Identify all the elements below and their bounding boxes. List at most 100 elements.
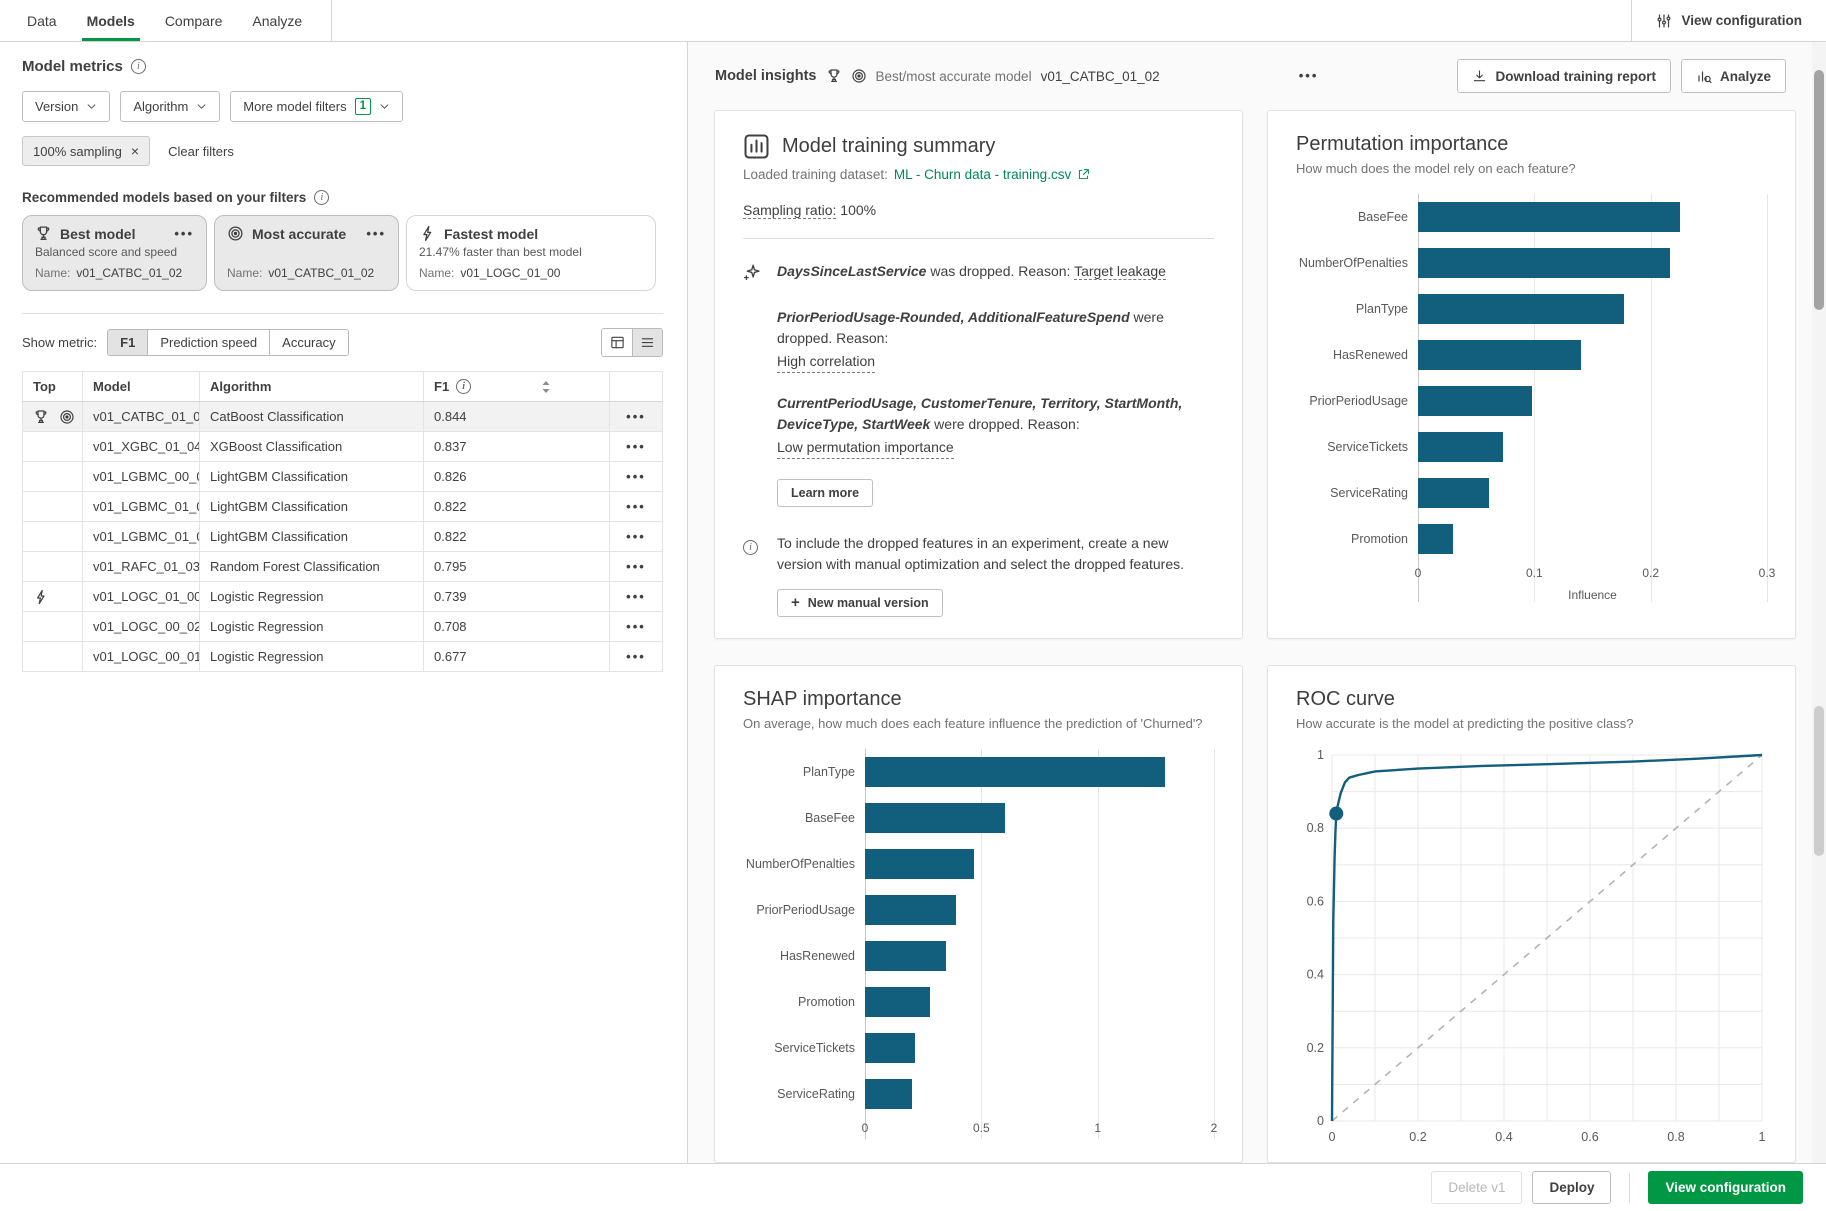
bar[interactable] bbox=[1418, 248, 1671, 278]
metric-option-accuracy[interactable]: Accuracy bbox=[269, 330, 348, 355]
bar[interactable] bbox=[865, 941, 947, 971]
permutation-importance-card: Permutation importance How much does the… bbox=[1267, 110, 1796, 639]
bar[interactable] bbox=[1418, 202, 1680, 232]
row-menu-button[interactable]: ••• bbox=[626, 528, 646, 544]
insights-header: Model insights Best/most accurate model … bbox=[689, 42, 1812, 110]
sampling-ratio-label[interactable]: Sampling ratio: bbox=[743, 202, 837, 219]
bar[interactable] bbox=[1418, 294, 1624, 324]
table-row[interactable]: v01_LGBMC_01_05 LightGBM Classification 0.… bbox=[22, 491, 663, 522]
tab-data[interactable]: Data bbox=[27, 12, 57, 29]
table-row[interactable]: v01_LGBMC_01_01 LightGBM Classification 0.… bbox=[22, 521, 663, 552]
list-view-button[interactable] bbox=[632, 329, 662, 356]
bar[interactable] bbox=[865, 1033, 916, 1063]
x-tick-label: 0.3 bbox=[1758, 566, 1776, 580]
card-title: Fastest model bbox=[444, 225, 539, 242]
bar[interactable] bbox=[865, 895, 956, 925]
divider bbox=[331, 0, 333, 41]
table-row[interactable]: v01_LOGC_00_01 Logistic Regression 0.677 ••… bbox=[22, 641, 663, 672]
reason-link[interactable]: Target leakage bbox=[1074, 263, 1166, 280]
bar[interactable] bbox=[865, 849, 975, 879]
sliders-icon bbox=[1656, 13, 1672, 29]
row-actions-cell: ••• bbox=[609, 641, 663, 672]
bar[interactable] bbox=[1418, 478, 1489, 508]
fastest-model-card[interactable]: Fastest model 21.47% faster than best mo… bbox=[406, 215, 656, 291]
row-menu-button[interactable]: ••• bbox=[626, 648, 646, 664]
view-configuration-top-button[interactable]: View configuration bbox=[1631, 0, 1826, 41]
roc-curve-line[interactable] bbox=[1330, 753, 1763, 1122]
model-cell: v01_LOGC_00_01 bbox=[82, 641, 200, 672]
row-menu-button[interactable]: ••• bbox=[626, 558, 646, 574]
model-cell: v01_XGBC_01_04 bbox=[82, 431, 200, 462]
external-link-icon[interactable] bbox=[1077, 168, 1090, 181]
bar[interactable] bbox=[865, 757, 1166, 787]
info-icon[interactable]: i bbox=[130, 59, 146, 74]
scrollbar-thumb-secondary[interactable] bbox=[1814, 706, 1824, 856]
table-row[interactable]: v01_XGBC_01_04 XGBoost Classification 0.83… bbox=[22, 431, 663, 462]
best-model-card[interactable]: Best model ••• Balanced score and speed … bbox=[22, 215, 207, 291]
sort-icon[interactable] bbox=[540, 380, 552, 394]
threshold-marker[interactable] bbox=[1329, 806, 1344, 821]
reason-link[interactable]: Low permutation importance bbox=[777, 437, 954, 459]
dataset-link[interactable]: ML - Churn data - training.csv bbox=[893, 167, 1072, 182]
bar[interactable] bbox=[1418, 432, 1503, 462]
col-header-model: Model bbox=[82, 371, 200, 402]
tab-models[interactable]: Models bbox=[72, 0, 150, 41]
view-configuration-button[interactable]: View configuration bbox=[1648, 1171, 1803, 1204]
delete-version-button[interactable]: Delete v1 bbox=[1431, 1171, 1523, 1204]
x-tick-label: 0.2 bbox=[1409, 1130, 1426, 1144]
row-menu-button[interactable]: ••• bbox=[626, 498, 646, 514]
table-row[interactable]: v01_LGBMC_00_00 LightGBM Classification 0.… bbox=[22, 461, 663, 492]
table-row[interactable]: v01_RAFC_01_03 Random Forest Classificati… bbox=[22, 551, 663, 582]
tab-analyze[interactable]: Analyze bbox=[252, 12, 303, 29]
clear-filters-button[interactable]: Clear filters bbox=[168, 143, 234, 159]
model-metrics-panel: Model metrics i Version Algorithm More m… bbox=[0, 42, 688, 1163]
more-model-filters-dropdown[interactable]: More model filters 1 bbox=[230, 91, 404, 122]
new-manual-version-button[interactable]: + New manual version bbox=[777, 589, 943, 617]
tab-compare[interactable]: Compare bbox=[164, 12, 223, 29]
version-filter-dropdown[interactable]: Version bbox=[22, 91, 111, 122]
bar[interactable] bbox=[865, 1079, 912, 1109]
table-row[interactable]: v01_CATBC_01_02 CatBoost Classification 0.… bbox=[22, 401, 663, 432]
insights-menu-button[interactable]: ••• bbox=[1298, 68, 1319, 83]
algorithm-filter-dropdown[interactable]: Algorithm bbox=[120, 91, 221, 122]
bar-category-label: PlanType bbox=[802, 765, 855, 779]
sampling-filter-chip[interactable]: 100% sampling × bbox=[22, 136, 151, 166]
card-menu-button[interactable]: ••• bbox=[366, 225, 386, 241]
top-badges-cell bbox=[22, 551, 83, 582]
model-cell: v01_LGBMC_01_05 bbox=[82, 491, 200, 522]
bar-category-label: PlanType bbox=[1355, 302, 1408, 316]
metric-option-prediction-speed[interactable]: Prediction speed bbox=[147, 330, 270, 355]
info-icon[interactable]: i bbox=[314, 190, 330, 205]
table-row[interactable]: v01_LOGC_00_02 Logistic Regression 0.708 ••… bbox=[22, 611, 663, 642]
row-menu-button[interactable]: ••• bbox=[626, 408, 646, 424]
bar-category-label: PriorPeriodUsage bbox=[1309, 394, 1408, 408]
bar[interactable] bbox=[1418, 386, 1532, 416]
download-training-report-button[interactable]: Download training report bbox=[1457, 59, 1671, 93]
most-accurate-card[interactable]: Most accurate ••• Name: v01_CATBC_01_02 bbox=[214, 215, 399, 291]
close-icon[interactable]: × bbox=[130, 143, 140, 159]
analyze-button[interactable]: Analyze bbox=[1680, 59, 1786, 93]
trophy-icon bbox=[35, 225, 52, 242]
info-icon[interactable]: i bbox=[456, 379, 472, 394]
bullseye-icon bbox=[227, 225, 244, 242]
row-menu-button[interactable]: ••• bbox=[626, 588, 646, 604]
deploy-button[interactable]: Deploy bbox=[1532, 1171, 1612, 1204]
reason-link[interactable]: High correlation bbox=[777, 351, 876, 373]
table-row[interactable]: v01_LOGC_01_00 Logistic Regression 0.739 ••… bbox=[22, 581, 663, 612]
analyze-label: Analyze bbox=[1719, 68, 1771, 84]
scrollbar-thumb[interactable] bbox=[1814, 70, 1824, 310]
bar[interactable] bbox=[1418, 340, 1581, 370]
bar[interactable] bbox=[865, 987, 931, 1017]
learn-more-button[interactable]: Learn more bbox=[777, 479, 874, 507]
table-view-button[interactable] bbox=[602, 329, 632, 356]
vertical-scrollbar[interactable] bbox=[1812, 42, 1826, 1163]
row-menu-button[interactable]: ••• bbox=[626, 618, 646, 634]
row-menu-button[interactable]: ••• bbox=[626, 468, 646, 484]
dropped-feature-text: DaysSinceLastService was dropped. Reason… bbox=[777, 263, 1166, 280]
row-menu-button[interactable]: ••• bbox=[626, 438, 646, 454]
card-menu-button[interactable]: ••• bbox=[174, 225, 194, 241]
x-tick-label: 2 bbox=[1210, 1121, 1218, 1135]
bar[interactable] bbox=[865, 803, 1005, 833]
bar[interactable] bbox=[1418, 524, 1453, 554]
metric-option-f1[interactable]: F1 bbox=[108, 330, 148, 355]
